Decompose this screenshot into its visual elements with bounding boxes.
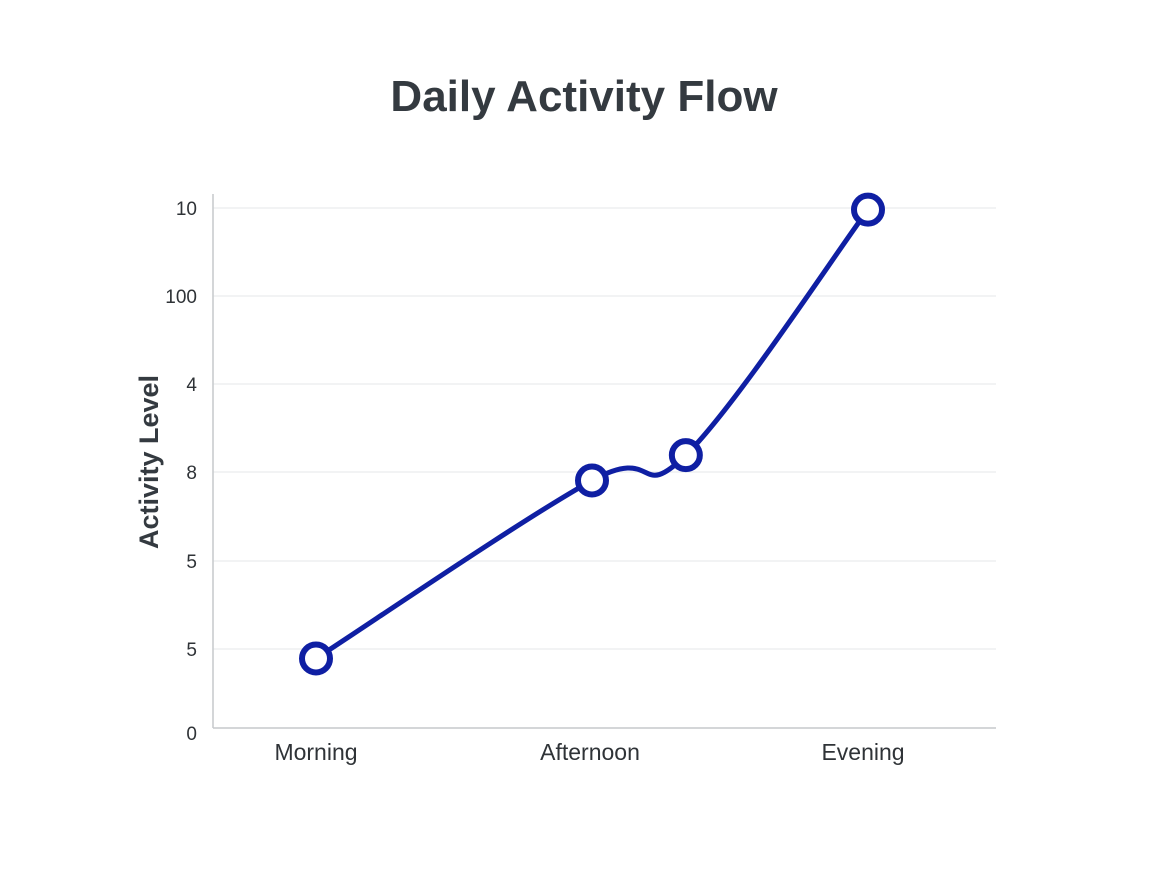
data-point (668, 438, 703, 473)
y-tick-label: 8 (186, 463, 197, 484)
y-tick-labels: 0 5 5 8 4 100 10 (165, 199, 197, 745)
series-line (313, 207, 871, 661)
data-point (299, 641, 333, 676)
y-tick-label: 4 (186, 375, 197, 396)
data-point (851, 192, 885, 227)
x-tick-label: Morning (274, 739, 357, 765)
y-tick-label: 0 (186, 724, 197, 745)
y-tick-label: 100 (165, 287, 197, 308)
x-tick-labels: Morning Afternoon Evening (274, 739, 904, 765)
x-tick-label: Evening (821, 739, 904, 765)
series-layer (299, 192, 885, 676)
y-axis-title: Activity Level (134, 375, 164, 549)
grid-lines (213, 207, 996, 650)
y-tick-label: 10 (176, 199, 197, 220)
y-tick-label: 5 (186, 552, 197, 573)
axes (212, 194, 996, 729)
y-tick-label: 5 (186, 640, 197, 661)
data-point (575, 463, 609, 498)
chart-title: Daily Activity Flow (390, 72, 778, 121)
x-tick-label: Afternoon (540, 739, 640, 765)
